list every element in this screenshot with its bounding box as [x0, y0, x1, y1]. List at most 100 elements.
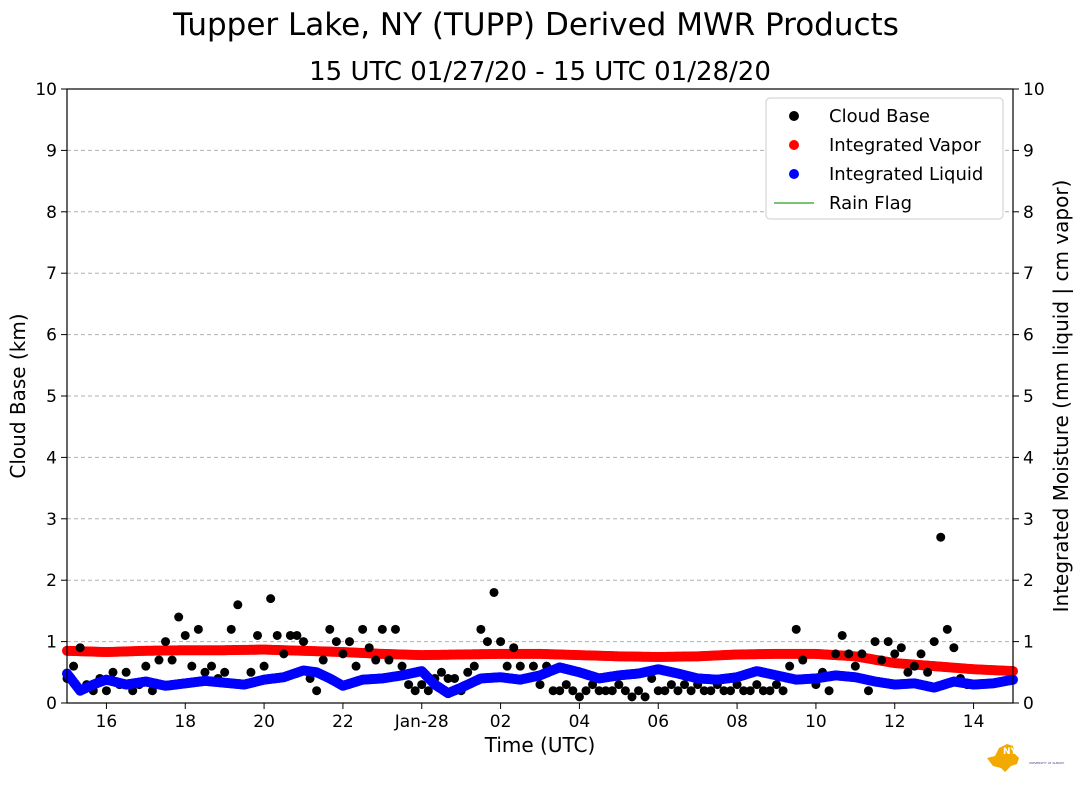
cloud-base-point [371, 655, 381, 665]
cloud-base-point [745, 686, 755, 696]
chart-title: Tupper Lake, NY (TUPP) Derived MWR Produ… [172, 7, 899, 43]
cloud-base-point [285, 630, 295, 640]
legend-marker-cloud-base [789, 111, 799, 121]
y-right-tick-label: 3 [1023, 510, 1034, 530]
series-cloud-base [62, 532, 972, 702]
cloud-base-point [325, 624, 335, 634]
cloud-base-point [896, 643, 906, 653]
cloud-base-point [253, 630, 263, 640]
cloud-base-point [233, 600, 243, 610]
ny-state-shape [987, 744, 1019, 772]
cloud-base-point [666, 680, 676, 690]
cloud-base-point [870, 637, 880, 647]
legend-label: Integrated Liquid [829, 164, 983, 185]
cloud-base-point [660, 686, 670, 696]
cloud-base-point [765, 686, 775, 696]
y-tick-label: 8 [46, 203, 57, 223]
logo-text: NYS Mesonet [1003, 747, 1071, 757]
cloud-base-point [923, 667, 933, 677]
cloud-base-point [903, 667, 913, 677]
x-tick-label: 04 [569, 712, 591, 732]
y-tick-label: 2 [46, 571, 57, 591]
cloud-base-point [174, 612, 184, 622]
cloud-base-point [390, 624, 400, 634]
y-tick-label: 0 [46, 694, 57, 714]
cloud-base-point [620, 686, 630, 696]
cloud-base-point [220, 667, 230, 677]
cloud-base-point [299, 637, 308, 647]
cloud-base-point [942, 624, 952, 634]
cloud-base-point [863, 686, 873, 696]
cloud-base-point [515, 661, 525, 671]
cloud-base-point [824, 686, 834, 696]
x-tick-label: 06 [647, 712, 669, 732]
cloud-base-point [778, 686, 788, 696]
y-tick-label: 5 [46, 387, 57, 407]
cloud-base-point [594, 686, 604, 696]
x-tick-label: 02 [490, 712, 512, 732]
cloud-base-point [758, 686, 768, 696]
cloud-base-point [627, 692, 637, 702]
cloud-base-point [312, 686, 322, 696]
cloud-base-point [502, 661, 512, 671]
cloud-base-point [193, 624, 203, 634]
x-axis-label: Time (UTC) [484, 733, 596, 757]
series-integrated-liquid [62, 662, 1018, 699]
x-tick-label: 22 [332, 712, 354, 732]
cloud-base-point [929, 637, 939, 647]
logo-subtext: UNIVERSITY AT ALBANY [1029, 761, 1064, 765]
right-y-axis: 0 1 2 3 4 5 6 7 8 9 10 [1013, 80, 1045, 714]
cloud-base-point [101, 686, 111, 696]
cloud-base-point [719, 686, 729, 696]
cloud-base-point [167, 655, 177, 665]
cloud-base-point [417, 680, 427, 690]
cloud-base-point [772, 680, 781, 690]
y-right-tick-label: 0 [1023, 694, 1034, 714]
cloud-base-point [844, 649, 854, 659]
cloud-base-point [877, 655, 887, 665]
cloud-base-point [397, 661, 407, 671]
y-tick-label: 1 [46, 633, 57, 653]
cloud-base-point [279, 649, 289, 659]
cloud-base-point [351, 661, 361, 671]
cloud-base-point [108, 667, 118, 677]
cloud-base-point [614, 680, 624, 690]
y-right-tick-label: 6 [1023, 326, 1034, 346]
cloud-base-point [246, 667, 256, 677]
x-tick-label: 20 [253, 712, 275, 732]
x-tick-label: Jan-28 [394, 712, 449, 732]
cloud-base-point [207, 661, 217, 671]
x-tick-label: 10 [805, 712, 827, 732]
cloud-base-point [121, 667, 131, 677]
cloud-base-point [141, 661, 151, 671]
cloud-base-point [837, 630, 847, 640]
cloud-base-point [752, 680, 762, 690]
cloud-base-point [161, 637, 171, 647]
cloud-base-point [699, 686, 709, 696]
cloud-base-point [496, 637, 506, 647]
y-tick-label: 10 [35, 80, 57, 100]
cloud-base-point [653, 686, 663, 696]
x-tick-label: 12 [884, 712, 906, 732]
cloud-base-point [555, 686, 565, 696]
cloud-base-point [443, 673, 453, 683]
cloud-base-point [909, 661, 919, 671]
y-right-tick-label: 9 [1023, 141, 1034, 161]
legend: Cloud Base Integrated Vapor Integrated Liq… [765, 97, 1004, 220]
cloud-base-point [469, 661, 479, 671]
cloud-base-point [561, 680, 571, 690]
legend-marker-integrated-liquid [789, 169, 799, 179]
y-right-tick-label: 4 [1023, 448, 1034, 468]
y-right-tick-label: 8 [1023, 203, 1034, 223]
cloud-base-point [673, 686, 683, 696]
cloud-base-point [850, 661, 860, 671]
cloud-base-point [226, 624, 236, 634]
chart-subtitle: 15 UTC 01/27/20 - 15 UTC 01/28/20 [309, 57, 771, 87]
cloud-base-point [509, 643, 519, 653]
cloud-base-point [588, 680, 598, 690]
cloud-base-point [791, 624, 801, 634]
legend-label: Rain Flag [829, 193, 912, 214]
x-tick-label: 14 [963, 712, 985, 732]
y-tick-label: 6 [46, 326, 57, 346]
cloud-base-point [404, 680, 414, 690]
